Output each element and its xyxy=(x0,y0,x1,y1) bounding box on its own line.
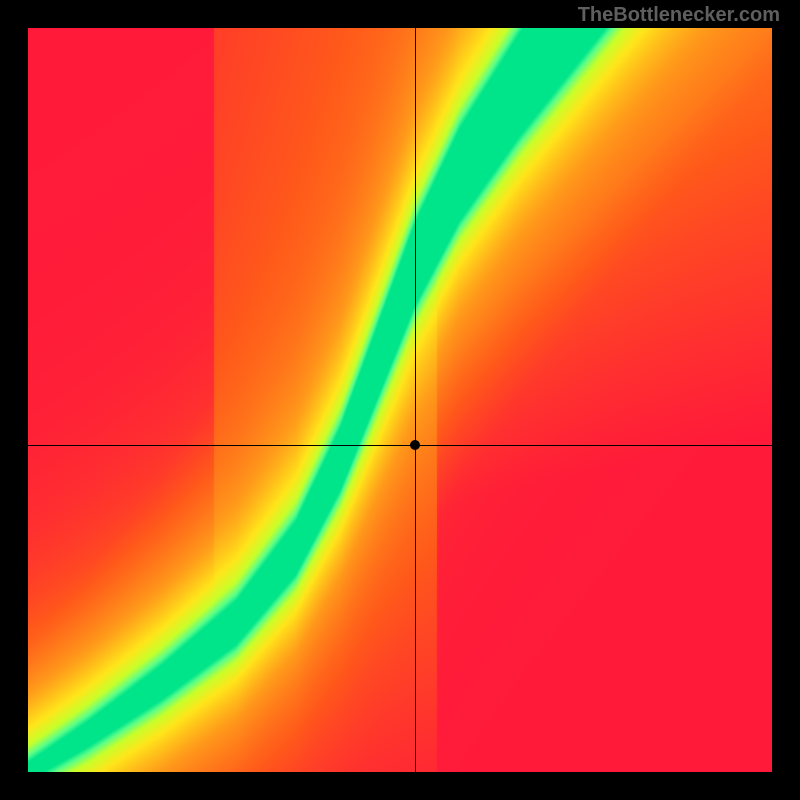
watermark-text: TheBottlenecker.com xyxy=(578,4,780,27)
heatmap-plot xyxy=(28,28,772,772)
heatmap-canvas xyxy=(28,28,772,772)
